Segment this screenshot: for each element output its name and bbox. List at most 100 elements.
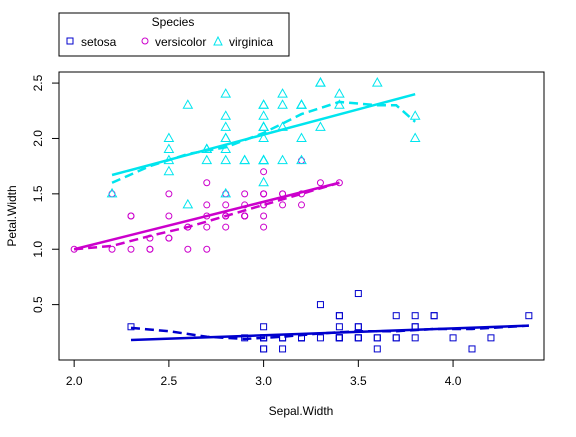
point-setosa: [335, 334, 343, 342]
y-tick-label: 1.5: [31, 185, 45, 202]
point-setosa: [335, 312, 343, 320]
point-virginica: [334, 88, 345, 98]
point-setosa: [335, 334, 343, 342]
x-tick-label: 3.5: [350, 374, 367, 388]
point-versicolor: [203, 223, 211, 231]
point-versicolor: [165, 234, 173, 242]
point-virginica: [258, 121, 269, 131]
data-marks: [70, 77, 533, 353]
point-setosa: [260, 345, 268, 353]
point-virginica: [201, 154, 213, 165]
series-virginica: [106, 77, 421, 209]
point-setosa: [316, 334, 324, 342]
x-tick-label: 4.0: [445, 374, 462, 388]
x-tick-label: 2.5: [161, 374, 178, 388]
point-virginica: [182, 99, 194, 109]
point-versicolor: [127, 212, 135, 220]
point-virginica: [371, 77, 383, 87]
point-setosa: [354, 334, 362, 342]
point-virginica: [220, 88, 232, 98]
legend-entry-setosa: setosa: [66, 35, 117, 49]
point-virginica: [258, 110, 269, 120]
point-virginica: [182, 198, 194, 209]
point-setosa: [392, 312, 400, 320]
point-virginica: [258, 176, 269, 187]
legend-label-virginica: virginica: [229, 35, 273, 49]
point-virginica: [258, 121, 269, 131]
smooth-line-versicolor: [74, 181, 340, 251]
point-virginica: [258, 99, 269, 109]
y-tick-label: 1.0: [31, 241, 45, 258]
point-setosa: [373, 334, 381, 342]
point-virginica: [296, 99, 307, 109]
point-setosa: [354, 323, 362, 331]
series-setosa: [127, 290, 533, 353]
legend-label-setosa: setosa: [81, 35, 117, 49]
point-versicolor: [222, 201, 230, 209]
point-versicolor: [316, 179, 324, 187]
legend: Species setosa versicolor virginica: [58, 12, 290, 57]
point-virginica: [296, 99, 307, 109]
point-virginica: [220, 187, 232, 198]
point-virginica: [258, 154, 269, 165]
point-virginica: [258, 132, 269, 142]
point-virginica: [277, 99, 288, 109]
point-setosa: [392, 334, 400, 342]
point-virginica: [220, 110, 232, 120]
point-virginica: [163, 143, 175, 154]
y-tick-label: 2.0: [31, 130, 45, 147]
point-virginica: [220, 132, 232, 142]
point-setosa: [335, 334, 343, 342]
point-versicolor: [108, 245, 116, 253]
point-virginica: [315, 121, 326, 131]
point-virginica: [163, 132, 175, 142]
point-setosa: [335, 312, 343, 320]
legend-entry-versicolor: versicolor: [141, 35, 206, 49]
point-setosa: [430, 312, 438, 320]
legend-box: [58, 12, 290, 57]
x-tick-label: 2.0: [66, 374, 83, 388]
point-versicolor: [184, 245, 192, 253]
point-setosa: [335, 334, 343, 342]
point-versicolor: [127, 245, 135, 253]
point-setosa: [449, 334, 457, 342]
point-setosa: [335, 334, 343, 342]
y-axis: 0.5 1.0 1.5 2.0 2.5: [31, 74, 60, 313]
point-versicolor: [203, 245, 211, 253]
point-virginica: [220, 121, 232, 131]
point-setosa: [468, 345, 476, 353]
point-setosa: [279, 345, 287, 353]
point-versicolor: [165, 190, 173, 198]
legend-label-versicolor: versicolor: [155, 35, 206, 49]
point-virginica: [258, 154, 269, 165]
point-versicolor: [260, 223, 268, 231]
series-versicolor: [70, 157, 343, 253]
point-setosa: [335, 334, 343, 342]
point-virginica: [258, 154, 269, 165]
regression-line-versicolor: [73, 181, 340, 251]
square-marker-icon: [66, 37, 74, 45]
point-setosa: [354, 334, 362, 342]
x-axis-title: Sepal.Width: [269, 404, 334, 418]
point-versicolor: [146, 245, 154, 253]
triangle-marker-icon: [213, 35, 223, 46]
point-setosa: [335, 323, 343, 331]
point-setosa: [316, 301, 324, 309]
point-versicolor: [279, 201, 287, 209]
point-virginica: [239, 154, 251, 165]
x-axis: 2.0 2.5 3.0 3.5 4.0: [66, 359, 462, 388]
point-virginica: [220, 132, 232, 142]
point-virginica: [239, 154, 251, 165]
point-setosa: [260, 345, 268, 353]
point-virginica: [258, 154, 269, 165]
point-versicolor: [165, 212, 173, 220]
point-versicolor: [203, 201, 211, 209]
point-versicolor: [260, 212, 268, 220]
point-virginica: [258, 121, 269, 131]
point-virginica: [409, 132, 421, 142]
point-virginica: [277, 154, 288, 165]
point-virginica: [258, 99, 269, 109]
point-virginica: [409, 110, 421, 120]
legend-title: Species: [152, 15, 195, 29]
